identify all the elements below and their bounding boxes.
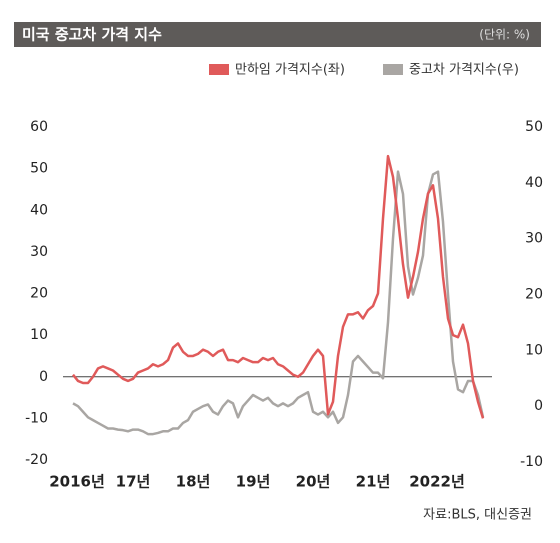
y-tick-label: 50 xyxy=(30,161,48,177)
y2-tick-label: 40 xyxy=(525,175,543,191)
chart-title: 미국 중고차 가격 지수 xyxy=(22,26,162,44)
y-tick-label: 40 xyxy=(30,202,48,218)
legend-label: 만하임 가격지수(좌) xyxy=(235,63,345,78)
y-tick-label: -20 xyxy=(25,452,48,468)
y-tick-label: 10 xyxy=(30,327,48,343)
y2-tick-label: -10 xyxy=(520,454,543,470)
x-tick-label: 2022년 xyxy=(409,473,465,491)
y2-tick-label: 0 xyxy=(534,398,543,414)
series-line xyxy=(72,170,485,436)
y-tick-label: 60 xyxy=(30,119,48,135)
y-tick-label: -10 xyxy=(25,410,48,426)
x-tick-label: 17년 xyxy=(116,473,151,491)
x-tick-label: 2016년 xyxy=(49,473,105,491)
y2-tick-label: 50 xyxy=(525,119,543,135)
legend-swatch xyxy=(383,64,403,75)
source: 자료:BLS, 대신증권 xyxy=(423,508,532,523)
y2-tick-label: 20 xyxy=(525,287,543,303)
legend-label: 중고차 가격지수(우) xyxy=(409,63,519,78)
x-tick-label: 20년 xyxy=(296,473,331,491)
x-tick-label: 19년 xyxy=(236,473,271,491)
y2-tick-label: 10 xyxy=(525,342,543,358)
y-tick-label: 0 xyxy=(39,369,48,385)
x-tick-label: 21년 xyxy=(356,473,391,491)
title-bar xyxy=(14,22,541,47)
y-tick-label: 20 xyxy=(30,286,48,302)
legend-swatch xyxy=(209,64,229,75)
unit-label: (단위: %) xyxy=(479,28,530,42)
x-tick-label: 18년 xyxy=(176,473,211,491)
y2-tick-label: 30 xyxy=(525,231,543,247)
y-tick-label: 30 xyxy=(30,244,48,260)
series-line xyxy=(72,154,485,419)
